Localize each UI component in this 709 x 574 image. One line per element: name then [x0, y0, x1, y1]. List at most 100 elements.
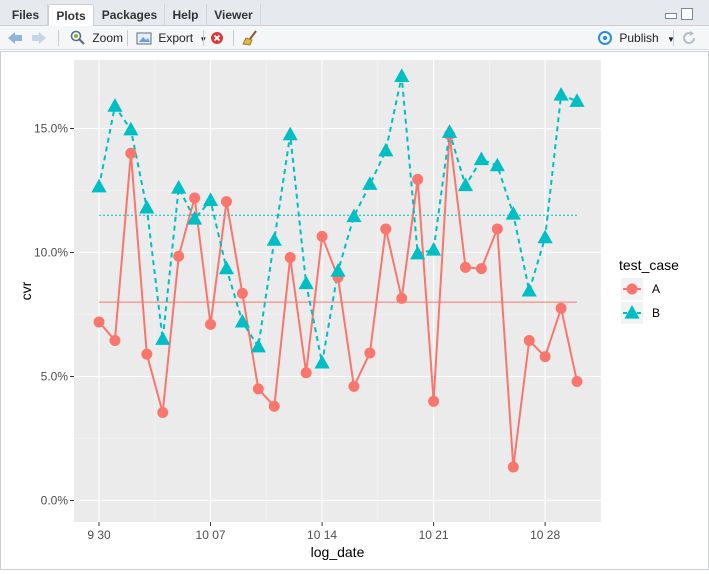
point-a: [157, 406, 169, 418]
point-a: [396, 292, 408, 304]
point-b: [298, 275, 314, 290]
point-a: [364, 347, 376, 359]
point-b: [282, 126, 298, 141]
zoom-button[interactable]: Zoom: [70, 30, 123, 46]
point-b: [330, 263, 346, 277]
chevron-down-icon: ▼: [667, 35, 675, 44]
point-a: [252, 383, 264, 395]
point-a: [523, 335, 535, 347]
legend-title: test_case: [619, 257, 679, 273]
point-b: [171, 180, 187, 194]
tab-plots[interactable]: Plots: [48, 4, 94, 26]
plot-viewer: 0.0% 5.0% 10.0% 15.0% 9 30 10 07 10 14 10 21 10…: [0, 51, 709, 570]
point-b: [202, 192, 219, 207]
point-b: [394, 68, 410, 83]
y-tick-label: 0.0%: [41, 494, 69, 508]
y-axis: 0.0% 5.0% 10.0% 15.0%: [34, 122, 74, 508]
tab-help[interactable]: Help: [165, 4, 207, 26]
point-b: [266, 232, 282, 246]
point-b: [537, 229, 553, 244]
publish-icon: [598, 31, 612, 45]
magnifier-icon: [70, 30, 85, 45]
x-tick-label: 10 28: [530, 528, 560, 542]
x-tick-label: 10 07: [196, 528, 226, 542]
point-b: [218, 260, 235, 275]
point-b: [362, 176, 378, 190]
point-a: [300, 367, 312, 379]
point-a: [459, 261, 471, 273]
point-a: [189, 192, 201, 204]
point-b: [155, 331, 171, 345]
point-b: [91, 178, 107, 193]
tab-files[interactable]: Files: [4, 4, 48, 26]
point-a: [571, 375, 583, 387]
export-image-icon: [136, 32, 152, 45]
point-b: [441, 124, 458, 138]
point-a: [220, 196, 232, 208]
point-b: [139, 199, 155, 214]
remove-plot-icon[interactable]: [209, 30, 225, 46]
point-a: [109, 335, 121, 347]
publish-button[interactable]: Publish ▼: [597, 30, 675, 46]
point-a: [173, 250, 185, 262]
pane-tab-bar: Files Plots Packages Help Viewer: [0, 0, 709, 26]
y-axis-label: cvr: [18, 281, 34, 300]
point-b: [123, 121, 139, 136]
point-a: [236, 287, 248, 299]
maximize-pane-icon[interactable]: [681, 8, 693, 20]
export-label: Export: [158, 31, 194, 45]
point-b: [473, 151, 489, 166]
minimize-pane-icon[interactable]: [665, 13, 677, 19]
legend-label-b: B: [652, 306, 660, 320]
x-tick-label: 10 21: [419, 528, 449, 542]
legend: test_case AB: [619, 257, 679, 324]
mean-reference-lines: [99, 214, 577, 303]
point-a: [539, 351, 551, 363]
point-a: [205, 318, 217, 330]
point-a: [93, 316, 105, 328]
point-b: [489, 157, 505, 172]
point-b: [250, 338, 266, 353]
clear-all-broom-icon[interactable]: [242, 30, 260, 46]
cvr-line-chart: 0.0% 5.0% 10.0% 15.0% 9 30 10 07 10 14 10 21 10…: [18, 60, 679, 560]
publish-label: Publish: [619, 31, 659, 45]
point-a: [380, 223, 392, 235]
point-b: [426, 242, 442, 256]
x-tick-label: 10 14: [307, 528, 337, 542]
tab-viewer[interactable]: Viewer: [207, 4, 261, 26]
tab-packages[interactable]: Packages: [95, 4, 165, 26]
forward-arrow-icon[interactable]: [30, 30, 48, 46]
back-arrow-icon[interactable]: [6, 30, 24, 46]
point-b: [378, 142, 394, 157]
point-a: [141, 348, 153, 360]
refresh-icon[interactable]: [681, 30, 697, 46]
point-b: [569, 93, 585, 107]
legend-label-a: A: [652, 282, 660, 296]
point-b: [314, 354, 330, 369]
legend-marker-b: [624, 305, 640, 319]
major-gridlines: [74, 60, 601, 522]
point-b: [521, 282, 537, 297]
point-b: [410, 245, 426, 260]
point-a: [491, 223, 503, 235]
point-b: [505, 206, 521, 220]
point-b: [457, 177, 474, 192]
plot-toolbar: Zoom Export ▼ Publish ▼: [0, 26, 709, 50]
x-axis: 9 30 10 07 10 14 10 21 10 28: [87, 522, 560, 542]
legend-marker-a: [626, 283, 638, 295]
point-a: [412, 173, 424, 185]
export-button[interactable]: Export ▼: [136, 30, 207, 46]
point-a: [475, 263, 487, 275]
x-axis-label: log_date: [311, 544, 365, 560]
y-tick-label: 5.0%: [41, 370, 69, 384]
point-b: [187, 211, 203, 225]
point-a: [316, 230, 328, 242]
data-points: [91, 68, 585, 473]
x-tick-label: 9 30: [87, 528, 111, 542]
point-a: [428, 395, 440, 407]
point-b: [234, 313, 250, 328]
point-a: [284, 251, 296, 263]
point-a: [507, 461, 519, 473]
point-a: [348, 380, 360, 392]
point-a: [125, 147, 137, 159]
